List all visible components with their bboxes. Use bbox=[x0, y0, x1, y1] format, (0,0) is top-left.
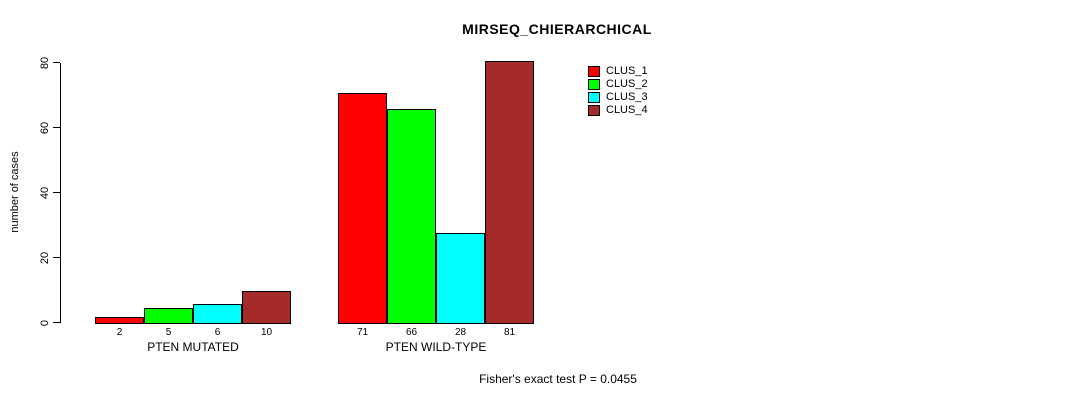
y-tick bbox=[53, 192, 60, 193]
y-axis-line bbox=[60, 63, 61, 323]
legend-label: CLUS_3 bbox=[606, 91, 648, 103]
group-label: PTEN MUTATED bbox=[147, 340, 239, 354]
legend-item: CLUS_2 bbox=[588, 78, 648, 91]
chart-title: MIRSEQ_CHIERARCHICAL bbox=[462, 21, 652, 37]
bar bbox=[144, 308, 193, 324]
y-tick-label: 60 bbox=[39, 121, 51, 135]
bar-value-label: 6 bbox=[214, 327, 221, 338]
bar bbox=[242, 291, 291, 324]
y-axis-label: number of cases bbox=[9, 151, 21, 233]
legend-label: CLUS_2 bbox=[606, 78, 648, 90]
group-label: PTEN WILD-TYPE bbox=[385, 340, 487, 354]
y-tick-label: 80 bbox=[39, 56, 51, 70]
y-tick bbox=[53, 257, 60, 258]
legend-item: CLUS_1 bbox=[588, 65, 648, 78]
legend-swatch bbox=[588, 79, 600, 90]
bar-value-label: 28 bbox=[454, 327, 467, 338]
bar bbox=[485, 61, 534, 324]
bar-value-label: 71 bbox=[356, 327, 369, 338]
y-tick-label: 0 bbox=[39, 319, 51, 327]
bar bbox=[387, 109, 436, 324]
legend-swatch bbox=[588, 66, 600, 77]
footnote: Fisher's exact test P = 0.0455 bbox=[479, 372, 637, 386]
legend-swatch bbox=[588, 92, 600, 103]
y-tick-label: 40 bbox=[39, 186, 51, 200]
legend-label: CLUS_4 bbox=[606, 104, 648, 116]
bar bbox=[193, 304, 242, 324]
y-tick bbox=[53, 62, 60, 63]
legend-swatch bbox=[588, 105, 600, 116]
y-tick bbox=[53, 322, 60, 323]
bar bbox=[338, 93, 387, 324]
legend-label: CLUS_1 bbox=[606, 65, 648, 77]
legend-item: CLUS_4 bbox=[588, 104, 648, 117]
y-tick bbox=[53, 127, 60, 128]
y-tick-label: 20 bbox=[39, 251, 51, 265]
bar-value-label: 81 bbox=[503, 327, 516, 338]
legend: CLUS_1 CLUS_2 CLUS_3 CLUS_4 bbox=[588, 65, 648, 117]
bar bbox=[436, 233, 485, 324]
bar-value-label: 10 bbox=[260, 327, 273, 338]
bar-value-label: 66 bbox=[405, 327, 418, 338]
bar bbox=[95, 317, 144, 324]
bar-value-label: 2 bbox=[116, 327, 123, 338]
legend-item: CLUS_3 bbox=[588, 91, 648, 104]
bar-value-label: 5 bbox=[165, 327, 172, 338]
